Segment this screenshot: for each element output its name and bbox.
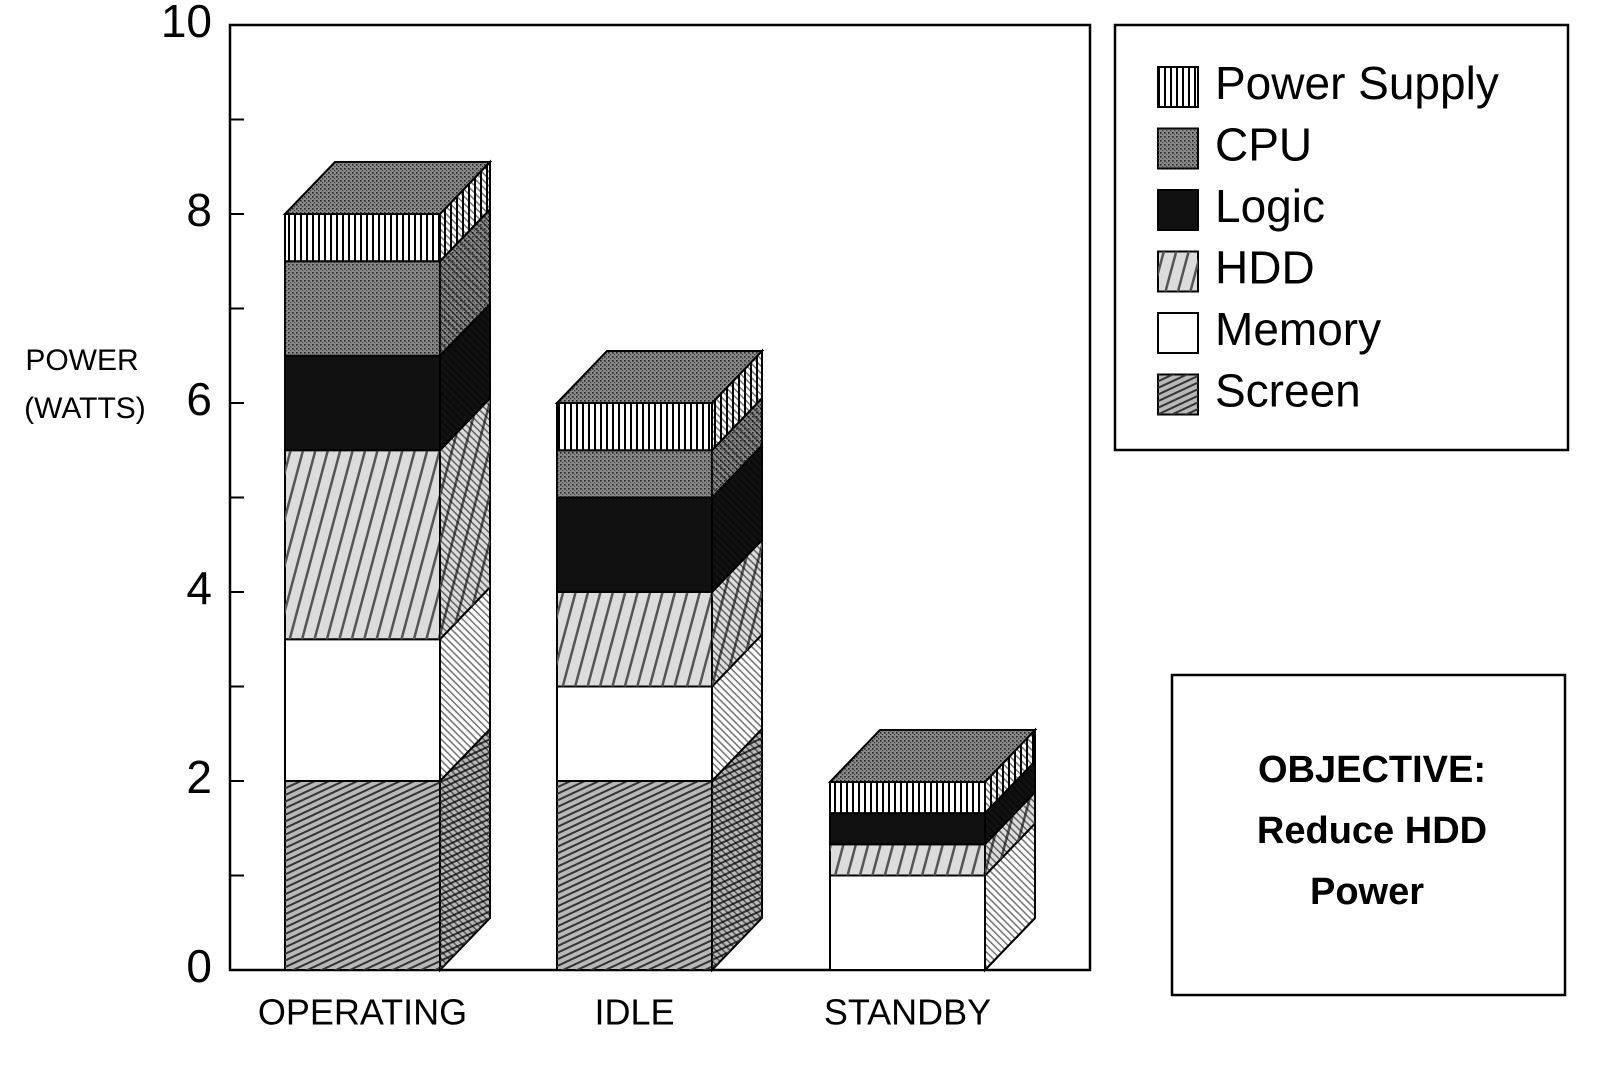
legend-swatch	[1157, 312, 1199, 354]
bar-segment	[829, 812, 986, 846]
bar-texture	[285, 261, 440, 356]
y-tick-label: 4	[186, 562, 212, 614]
legend-label: Logic	[1215, 180, 1325, 232]
legend-label: CPU	[1215, 119, 1312, 171]
bar-segment	[284, 638, 441, 782]
bar-texture	[830, 844, 985, 876]
bar-texture	[557, 450, 712, 498]
bar-side-shade	[985, 729, 1035, 814]
annotation: OBJECTIVE:	[1258, 749, 1486, 791]
bar-side-shade	[440, 209, 490, 356]
x-tick-label: STANDBY	[824, 992, 991, 1033]
x-tick-label: OPERATING	[258, 992, 467, 1033]
annotation: Power	[1310, 871, 1424, 913]
legend-label: Memory	[1215, 303, 1381, 355]
bar-texture	[830, 781, 985, 814]
bar-top	[827, 728, 1038, 783]
bar-side-shade	[440, 303, 490, 451]
bar-top	[554, 350, 765, 404]
legend-swatch-texture	[1158, 128, 1198, 169]
bar-texture	[285, 450, 440, 640]
bar-top	[282, 161, 493, 215]
legend-swatch-texture	[1158, 251, 1198, 292]
bar-segment	[556, 496, 713, 593]
bar-side-shade	[440, 162, 490, 262]
bar-side-shade	[985, 792, 1035, 876]
bar-side-shade	[712, 398, 762, 498]
y-tick-label: 6	[186, 373, 212, 425]
legend-label: HDD	[1215, 242, 1315, 294]
legend-label: Power Supply	[1215, 57, 1499, 109]
y-tick-label: 10	[161, 0, 212, 47]
bar-side-shade	[985, 761, 1035, 845]
bar-side-shade	[440, 398, 490, 640]
y-tick-label: 8	[186, 184, 212, 236]
annotation: Reduce HDD	[1257, 810, 1487, 852]
legend-swatch	[1157, 189, 1199, 231]
bar-side-shade	[440, 729, 490, 970]
bar-texture	[557, 592, 712, 687]
annotation-box	[1170, 673, 1567, 997]
bar-side-shade	[712, 729, 762, 970]
bar-segment	[556, 685, 713, 782]
bar-texture	[285, 781, 440, 970]
bar-segment	[284, 354, 441, 452]
y-tick-label: 0	[186, 940, 212, 992]
bar-side-shade	[712, 540, 762, 687]
bar-side-shade	[985, 823, 1035, 970]
legend-box	[1113, 23, 1570, 452]
legend-swatch-texture	[1158, 67, 1198, 107]
x-tick-label: IDLE	[594, 992, 674, 1033]
bar-texture	[285, 214, 440, 262]
bar-segment	[829, 874, 986, 971]
bar-side-shade	[712, 351, 762, 451]
legend-swatch-texture	[1158, 374, 1198, 415]
y-axis-label: POWER	[25, 344, 138, 377]
bar-texture	[557, 781, 712, 970]
y-axis-label: (WATTS)	[24, 392, 146, 425]
bar-texture	[557, 403, 712, 451]
bar-side-shade	[712, 634, 762, 781]
legend-label: Screen	[1215, 365, 1361, 417]
bar-side-shade	[712, 445, 762, 592]
y-tick-label: 2	[186, 751, 212, 803]
bar-side-shade	[440, 587, 490, 781]
